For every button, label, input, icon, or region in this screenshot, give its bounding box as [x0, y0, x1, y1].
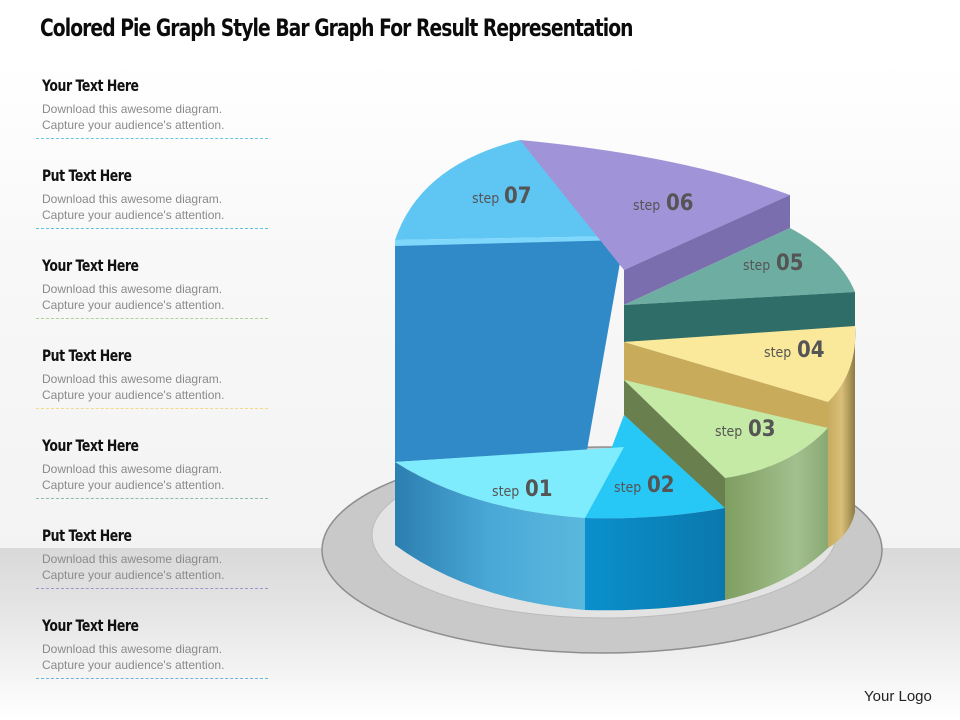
list-item-1: Your Text Here Download this awesome dia…: [36, 74, 268, 164]
step-number: 05: [776, 251, 804, 276]
description-line: Download this awesome diagram.: [42, 372, 223, 386]
item-description: Download this awesome diagram. Capture y…: [42, 281, 272, 313]
item-heading: Your Text Here: [42, 256, 139, 275]
item-heading: Put Text Here: [42, 526, 132, 545]
step-number: 04: [797, 338, 825, 363]
page-title: Colored Pie Graph Style Bar Graph For Re…: [40, 14, 633, 42]
description-line: Download this awesome diagram.: [42, 642, 223, 656]
slice-step-03: [624, 380, 828, 600]
step-number: 01: [525, 477, 553, 502]
description-line: Download this awesome diagram.: [42, 462, 223, 476]
item-heading: Put Text Here: [42, 166, 132, 185]
item-heading: Your Text Here: [42, 76, 139, 95]
description-line: Capture your audience's attention.: [42, 298, 225, 312]
step-number: 07: [504, 184, 532, 209]
step-label: step: [633, 198, 660, 214]
description-line: Download this awesome diagram.: [42, 552, 223, 566]
item-description: Download this awesome diagram. Capture y…: [42, 191, 272, 223]
list-item-6: Put Text Here Download this awesome diag…: [36, 524, 268, 614]
divider: [36, 588, 268, 589]
slice-step-02: [585, 415, 725, 611]
description-line: Capture your audience's attention.: [42, 388, 225, 402]
step-label: step: [614, 480, 641, 496]
text-list: Your Text Here Download this awesome dia…: [36, 74, 268, 704]
item-description: Download this awesome diagram. Capture y…: [42, 371, 272, 403]
step-label: step: [743, 258, 770, 274]
slice-step-06: [520, 140, 790, 305]
slice-labels: step 07 step 06 step 05 step 04 step 03 …: [472, 184, 825, 502]
item-heading: Put Text Here: [42, 346, 132, 365]
logo-placeholder: Your Logo: [864, 688, 932, 705]
step-label: step: [492, 484, 519, 500]
list-item-4: Put Text Here Download this awesome diag…: [36, 344, 268, 434]
divider: [36, 138, 268, 139]
step-number: 02: [647, 473, 675, 498]
list-item-7: Your Text Here Download this awesome dia…: [36, 614, 268, 704]
description-line: Download this awesome diagram.: [42, 102, 223, 116]
description-line: Capture your audience's attention.: [42, 478, 225, 492]
description-line: Capture your audience's attention.: [42, 568, 225, 582]
stepped-pie-chart: step 07 step 06 step 05 step 04 step 03 …: [321, 140, 883, 654]
step-label: step: [715, 424, 742, 440]
divider: [36, 408, 268, 409]
list-item-2: Put Text Here Download this awesome diag…: [36, 164, 268, 254]
step-label: step: [472, 191, 499, 207]
step-number: 06: [666, 191, 694, 216]
description-line: Download this awesome diagram.: [42, 192, 223, 206]
list-item-5: Your Text Here Download this awesome dia…: [36, 434, 268, 524]
item-heading: Your Text Here: [42, 616, 139, 635]
divider: [36, 228, 268, 229]
description-line: Capture your audience's attention.: [42, 118, 225, 132]
item-description: Download this awesome diagram. Capture y…: [42, 641, 272, 673]
divider: [36, 318, 268, 319]
divider: [36, 498, 268, 499]
divider: [36, 678, 268, 679]
list-item-3: Your Text Here Download this awesome dia…: [36, 254, 268, 344]
description-line: Capture your audience's attention.: [42, 208, 225, 222]
item-description: Download this awesome diagram. Capture y…: [42, 101, 272, 133]
item-description: Download this awesome diagram. Capture y…: [42, 551, 272, 583]
description-line: Capture your audience's attention.: [42, 658, 225, 672]
step-label: step: [764, 345, 791, 361]
slice-step-04: [624, 326, 856, 548]
slice-step-05: [624, 228, 855, 342]
item-heading: Your Text Here: [42, 436, 139, 455]
step-number: 03: [748, 417, 776, 442]
description-line: Download this awesome diagram.: [42, 282, 223, 296]
slice-step-07: [395, 140, 624, 462]
item-description: Download this awesome diagram. Capture y…: [42, 461, 272, 493]
slice-step-01: [395, 447, 624, 610]
